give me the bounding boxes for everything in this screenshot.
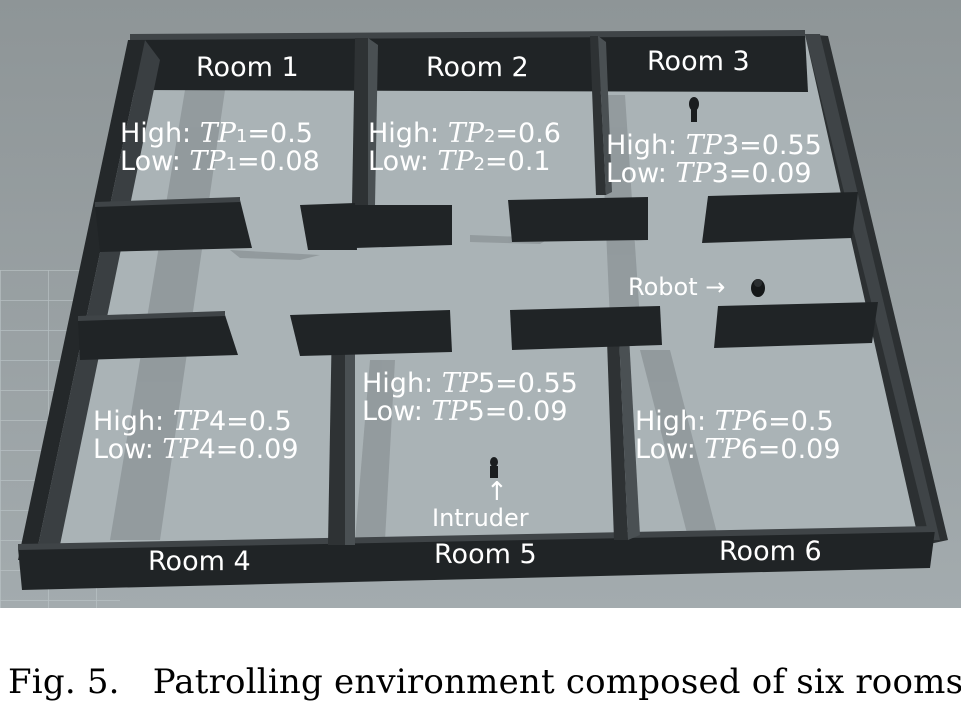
wall-top: [130, 34, 808, 92]
room-2-high: High: TP2=0.6: [368, 118, 561, 149]
outer-walls: [18, 30, 948, 590]
building-floor: [18, 36, 930, 562]
room-2-low: Low: TP2=0.1: [368, 146, 551, 177]
robot-label: Robot →: [628, 273, 725, 301]
room-5-high: High: TP5=0.55: [362, 368, 578, 399]
room-1-label: Room 1: [196, 52, 299, 83]
room-3-low: Low: TP3=0.09: [606, 158, 812, 189]
room-6-low: Low: TP6=0.09: [635, 434, 841, 465]
intruder-arrow-icon: ↑: [486, 477, 508, 507]
room-4-label: Room 4: [148, 546, 251, 577]
room-6-high: High: TP6=0.5: [635, 406, 834, 437]
robot-marker: [751, 279, 765, 297]
room-5-label: Room 5: [434, 539, 537, 570]
room-2-label: Room 2: [426, 52, 529, 83]
agent-figure-room-3: [689, 97, 699, 122]
room-3-high: High: TP3=0.55: [606, 130, 822, 161]
room-1-low: Low: TP1=0.08: [120, 146, 320, 177]
room-5-low: Low: TP5=0.09: [362, 396, 568, 427]
intruder-label: Intruder: [432, 504, 529, 532]
room-6-label: Room 6: [719, 536, 822, 567]
intruder-marker: [490, 457, 498, 478]
simulation-scene: Room 1 Room 2 Room 3 Room 4 Room 5 Room …: [0, 0, 961, 608]
robot-arrow-icon: →: [705, 273, 725, 301]
figure-caption: Fig. 5. Patrolling environment composed …: [8, 662, 961, 702]
room-4-low: Low: TP4=0.09: [93, 434, 299, 465]
room-4-high: High: TP4=0.5: [93, 406, 292, 437]
inner-walls: [78, 36, 878, 545]
wall-left: [18, 40, 145, 560]
room-3-label: Room 3: [647, 46, 750, 77]
room-1-high: High: TP1=0.5: [120, 118, 313, 149]
